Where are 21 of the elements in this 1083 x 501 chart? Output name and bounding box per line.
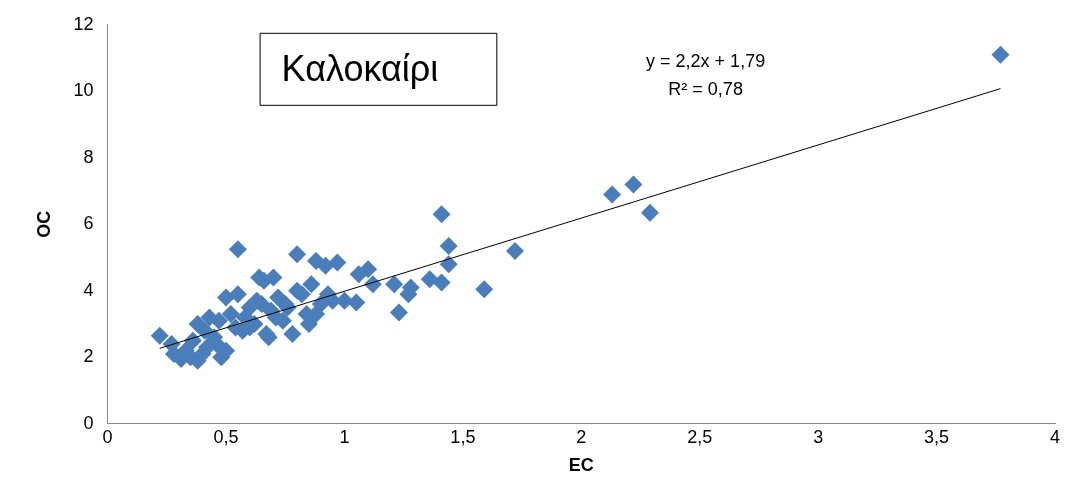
x-tick-label: 3 <box>813 426 824 447</box>
y-tick-label: 10 <box>73 80 94 101</box>
y-axis-title: OC <box>33 210 54 238</box>
text: Καλοκαίρι <box>281 47 439 89</box>
annotation: y = 2,2x + 1,79 <box>646 50 766 71</box>
y-tick-label: 6 <box>83 213 94 234</box>
x-tick-label: 1 <box>339 426 350 447</box>
y-tick-label: 0 <box>83 412 94 433</box>
x-tick-label: 0,5 <box>213 426 239 447</box>
y-tick-label: 12 <box>73 13 94 34</box>
y-tick-label: 4 <box>83 279 94 300</box>
x-tick-label: 2,5 <box>687 426 713 447</box>
x-tick-label: 3,5 <box>924 426 950 447</box>
x-tick-label: 1,5 <box>450 426 476 447</box>
x-tick-label: 0 <box>102 426 113 447</box>
x-axis-title: EC <box>568 455 594 476</box>
y-tick-label: 2 <box>83 346 94 367</box>
x-tick-label: 4 <box>1049 426 1061 447</box>
x-tick-label: 2 <box>576 426 587 447</box>
y-tick-label: 8 <box>83 146 94 167</box>
annotation: R² = 0,78 <box>668 78 743 99</box>
